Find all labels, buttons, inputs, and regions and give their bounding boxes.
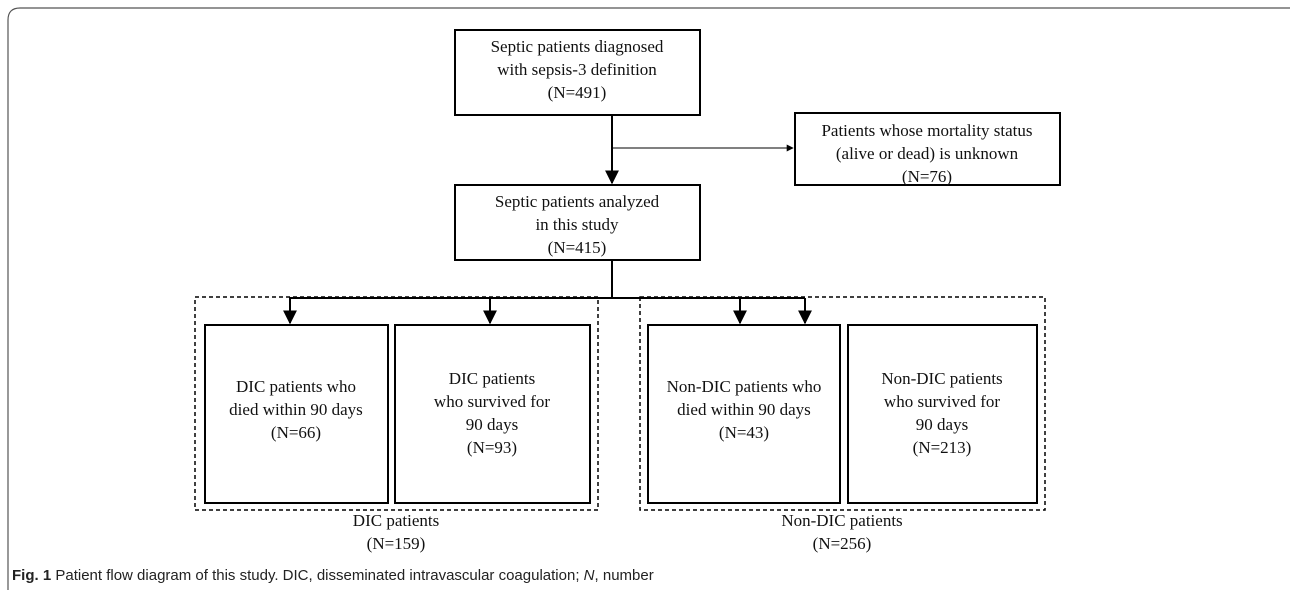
caption: Fig. 1 Patient flow diagram of this stud… [12,567,654,584]
node-text: (N=76) [902,167,952,186]
node-text: DIC patients [449,369,535,388]
group-box [639,296,1046,511]
group-label: (N=256) [813,534,872,553]
node-text: (N=43) [719,423,769,442]
caption-tail: , number [595,567,654,584]
node-text: (alive or dead) is unknown [836,144,1019,163]
caption-text: Patient flow diagram of this study. DIC,… [55,567,579,584]
node-text: (N=66) [271,423,321,442]
node-text: (N=93) [467,438,517,457]
node-text: Non-DIC patients who [667,377,822,396]
node-text: Septic patients analyzed [495,192,660,211]
node-text: with sepsis-3 definition [497,60,657,79]
node-text: who survived for [434,392,550,411]
connectors [283,115,812,325]
node-box [454,184,701,261]
node-box [647,324,841,504]
node-text: DIC patients who [236,377,356,396]
node-text: 90 days [916,415,968,434]
node-box [454,29,701,116]
group-label: DIC patients [353,511,439,530]
node-text: Non-DIC patients [881,369,1002,388]
caption-label: Fig. 1 [12,567,51,584]
node-text: Septic patients diagnosed [491,37,664,56]
frame [7,7,1290,590]
labels: Septic patients diagnosed with sepsis-3 d… [229,37,1032,553]
node-text: (N=213) [913,438,972,457]
node-text: Patients whose mortality status [821,121,1032,140]
group-label: Non-DIC patients [781,511,902,530]
node-box [794,112,1061,186]
node-text: (N=491) [548,83,607,102]
node-text: died within 90 days [229,400,363,419]
node-box [394,324,591,504]
node-text: in this study [535,215,619,234]
node-text: 90 days [466,415,518,434]
node-box [847,324,1038,504]
group-label: (N=159) [367,534,426,553]
node-text: who survived for [884,392,1000,411]
caption-italic: N [584,567,595,584]
node-box [204,324,389,504]
node-text: died within 90 days [677,400,811,419]
node-text: (N=415) [548,238,607,257]
